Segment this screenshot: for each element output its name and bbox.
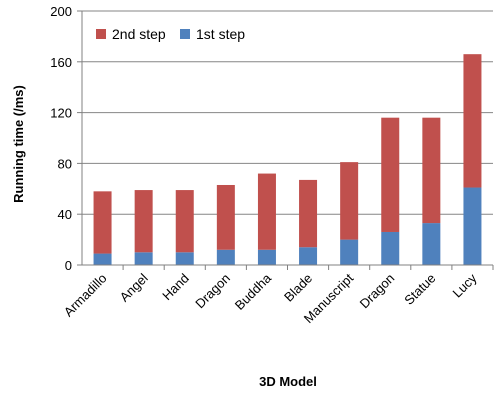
legend-label: 2nd step [112, 26, 166, 42]
bar-second-step [216, 184, 235, 250]
legend-swatch [96, 29, 106, 39]
y-tick-label: 40 [58, 207, 72, 222]
bar-second-step [340, 162, 359, 240]
bar-first-step [463, 187, 482, 265]
y-tick-label: 160 [50, 55, 72, 70]
y-tick-label: 0 [65, 258, 72, 273]
bar-first-step [93, 253, 112, 265]
bar-first-step [422, 223, 441, 265]
x-tick-label: Lucy [450, 270, 480, 300]
x-tick-label: Hand [159, 271, 192, 304]
legend-swatch [180, 29, 190, 39]
bar-first-step [381, 231, 400, 265]
bar-second-step [299, 179, 318, 248]
bar-first-step [216, 249, 235, 265]
bar-second-step [381, 117, 400, 232]
bar-second-step [134, 190, 153, 253]
bar-first-step [134, 252, 153, 265]
legend-label: 1st step [196, 26, 245, 42]
bar-second-step [422, 117, 441, 224]
x-tick-label: Buddha [232, 270, 275, 313]
bar-first-step [257, 249, 276, 265]
legend: 2nd step 1st step [96, 26, 245, 42]
x-tick-label: Armadillo [61, 271, 110, 320]
bar-second-step [175, 190, 194, 253]
x-tick-label: Blade [281, 271, 315, 305]
y-tick-label: 80 [58, 156, 72, 171]
x-tick-label: Statue [401, 271, 438, 308]
y-axis-title: Running time (/ms) [11, 85, 26, 203]
bar-second-step [257, 173, 276, 250]
bar-second-step [93, 191, 112, 254]
bar-first-step [299, 247, 318, 265]
x-tick-label: Dragon [192, 271, 233, 312]
x-tick-label: Dragon [357, 271, 398, 312]
y-tick-label: 200 [50, 4, 72, 19]
bar-second-step [463, 54, 482, 188]
x-tick-label: Angel [117, 270, 151, 304]
y-tick-label: 120 [50, 106, 72, 121]
bar-first-step [340, 239, 359, 265]
bar-group [93, 54, 482, 265]
bar-first-step [175, 252, 194, 265]
x-axis-title: 3D Model [259, 374, 317, 389]
y-tick-labels: 0 40 80 120 160 200 [50, 4, 72, 273]
